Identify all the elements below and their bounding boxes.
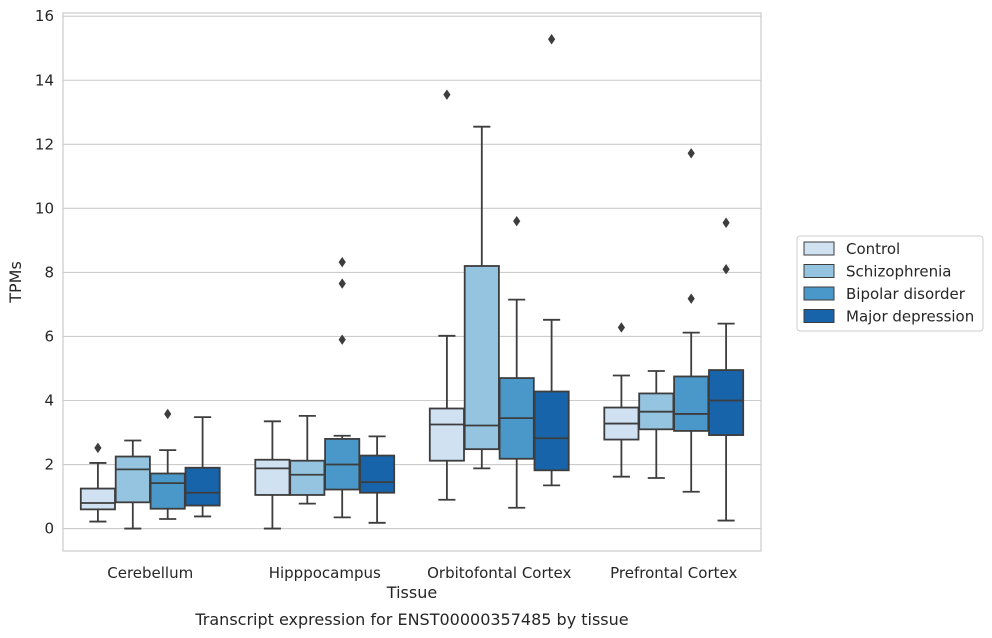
legend-swatch <box>803 264 835 278</box>
box <box>708 369 745 436</box>
y-tick-label: 12 <box>35 135 54 153</box>
box-group <box>638 370 675 479</box>
box-group <box>428 89 465 501</box>
legend-entry-label: Bipolar disorder <box>846 285 966 303</box>
box-group <box>498 215 535 509</box>
x-tick-label: Orbitofontal Cortex <box>427 564 571 582</box>
box <box>533 390 570 472</box>
box <box>289 459 326 496</box>
box <box>428 407 465 462</box>
box-group <box>324 256 361 519</box>
outlier-point <box>513 215 521 227</box>
outlier-point <box>338 334 346 345</box>
outlier-point <box>687 293 695 304</box>
outlier-point <box>722 263 730 275</box>
box-group <box>533 34 570 487</box>
legend-entry-label: Schizophrenia <box>846 263 951 281</box>
outlier-point <box>164 408 172 420</box>
box-group <box>359 435 396 524</box>
outlier-point <box>548 34 556 45</box>
y-tick-label: 8 <box>44 263 54 281</box>
box-group <box>673 148 710 493</box>
legend-swatch <box>803 241 835 256</box>
legend: Control Schizophrenia Bipolar disorder Majo… <box>796 235 984 332</box>
box <box>359 454 396 494</box>
x-tick-label: Cerebellum <box>107 564 193 582</box>
box-group <box>289 414 326 505</box>
y-tick-labels: 0 2 4 6 8 10 12 14 16 <box>35 7 54 537</box>
boxes <box>79 34 745 530</box>
x-axis-label: Tissue <box>386 583 437 602</box>
box <box>254 458 291 496</box>
outlier-point <box>687 148 695 159</box>
y-axis-label: TPMs <box>6 261 25 304</box>
plot-frame <box>62 12 762 552</box>
legend-entry-label: Control <box>846 240 900 258</box>
box-group <box>254 420 291 530</box>
legend-entry-label: Major depression <box>846 308 974 326</box>
outlier-point <box>617 322 625 333</box>
legend-swatch <box>803 286 835 301</box>
legend-frame <box>796 235 984 332</box>
x-tick-label: Prefrontal Cortex <box>610 564 737 582</box>
x-tick-labels: Cerebellum Hipppocampus Orbitofontal Corte… <box>107 564 737 582</box>
legend-swatch <box>803 309 835 323</box>
y-tick-label: 0 <box>44 520 54 538</box>
box <box>149 472 186 510</box>
outlier-point <box>338 278 346 289</box>
box-group <box>603 322 640 478</box>
box-group <box>79 442 116 523</box>
y-tick-label: 16 <box>35 7 54 25</box>
outlier-point <box>443 89 451 100</box>
outlier-point <box>338 256 346 268</box>
outlier-point <box>94 442 102 454</box>
box <box>79 487 116 511</box>
grid-lines <box>63 15 761 530</box>
box <box>463 265 500 451</box>
y-tick-label: 2 <box>44 456 54 474</box>
box-group <box>149 408 186 520</box>
box-group <box>708 217 745 522</box>
box-group <box>114 439 151 530</box>
outlier-point <box>722 217 730 228</box>
y-tick-label: 10 <box>35 199 54 217</box>
chart-caption: Transcript expression for ENST0000035748… <box>194 610 628 629</box>
box-group <box>184 416 221 518</box>
y-tick-label: 4 <box>44 391 54 409</box>
y-tick-label: 6 <box>44 327 54 345</box>
box-group <box>463 125 500 470</box>
x-tick-label: Hipppocampus <box>269 564 381 582</box>
box <box>673 375 710 432</box>
box <box>114 455 151 504</box>
y-tick-label: 14 <box>35 71 54 89</box>
box <box>184 466 221 507</box>
